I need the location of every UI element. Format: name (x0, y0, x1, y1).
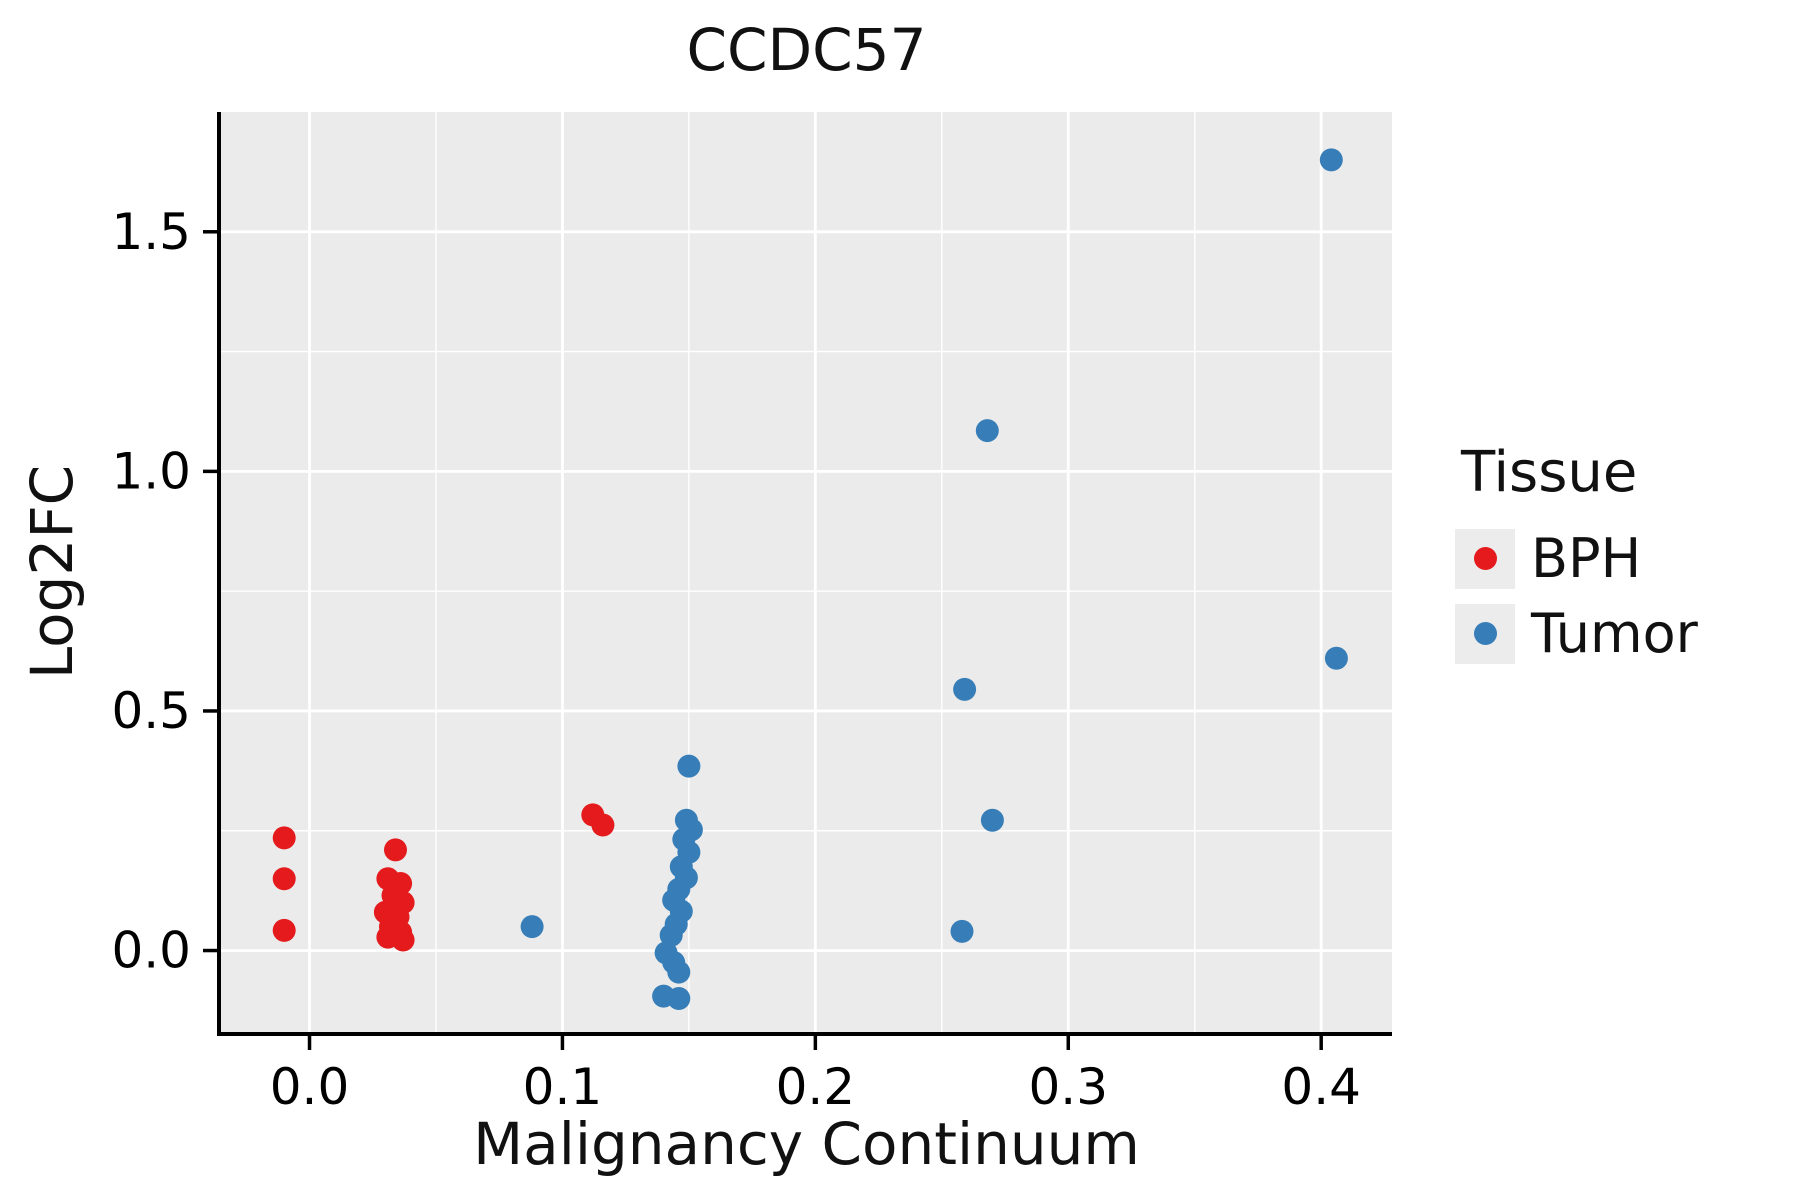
data-point-tumor (1324, 646, 1348, 670)
data-point-bph (384, 838, 407, 862)
data-point-tumor (667, 987, 691, 1010)
x-tick-label: 0.2 (776, 1058, 856, 1116)
x-tick-label: 0.1 (523, 1058, 603, 1116)
data-point-tumor (953, 677, 977, 701)
data-point-bph (391, 928, 415, 952)
data-point-tumor (520, 915, 544, 939)
y-tick-label: 1.5 (111, 203, 191, 261)
legend-label: Tumor (1531, 602, 1698, 665)
data-point-bph (272, 826, 296, 850)
data-point-tumor (980, 808, 1004, 832)
legend-title: Tissue (1461, 440, 1638, 505)
x-axis-label: Malignancy Continuum (473, 1110, 1140, 1178)
x-tick-label: 0.3 (1029, 1058, 1109, 1116)
legend: Tissue BPH Tumor (1455, 440, 1698, 677)
tumor-dot-icon (1473, 622, 1497, 645)
data-point-tumor (667, 960, 691, 984)
y-tick-label: 1.0 (111, 442, 191, 500)
data-point-tumor (659, 923, 683, 947)
data-point-tumor (975, 419, 999, 443)
data-point-tumor (950, 919, 974, 943)
y-tick-label: 0.5 (111, 682, 191, 740)
bph-dot-icon (1473, 547, 1497, 570)
plot-panel (221, 112, 1392, 1032)
x-tick-label: 0.4 (1281, 1058, 1361, 1116)
legend-entry-bph: BPH (1455, 527, 1698, 590)
legend-entry-tumor: Tumor (1455, 602, 1698, 665)
x-tick-label: 0.0 (270, 1058, 350, 1116)
data-point-bph (272, 918, 296, 942)
legend-key (1455, 528, 1515, 589)
plot-title: CCDC57 (686, 16, 927, 84)
legend-label: BPH (1531, 527, 1642, 590)
data-point-tumor (677, 754, 701, 778)
y-tick-label: 0.0 (111, 922, 191, 980)
data-point-bph (591, 813, 615, 837)
data-point-tumor (1319, 148, 1343, 172)
legend-key (1455, 603, 1515, 664)
data-point-bph (272, 867, 296, 891)
